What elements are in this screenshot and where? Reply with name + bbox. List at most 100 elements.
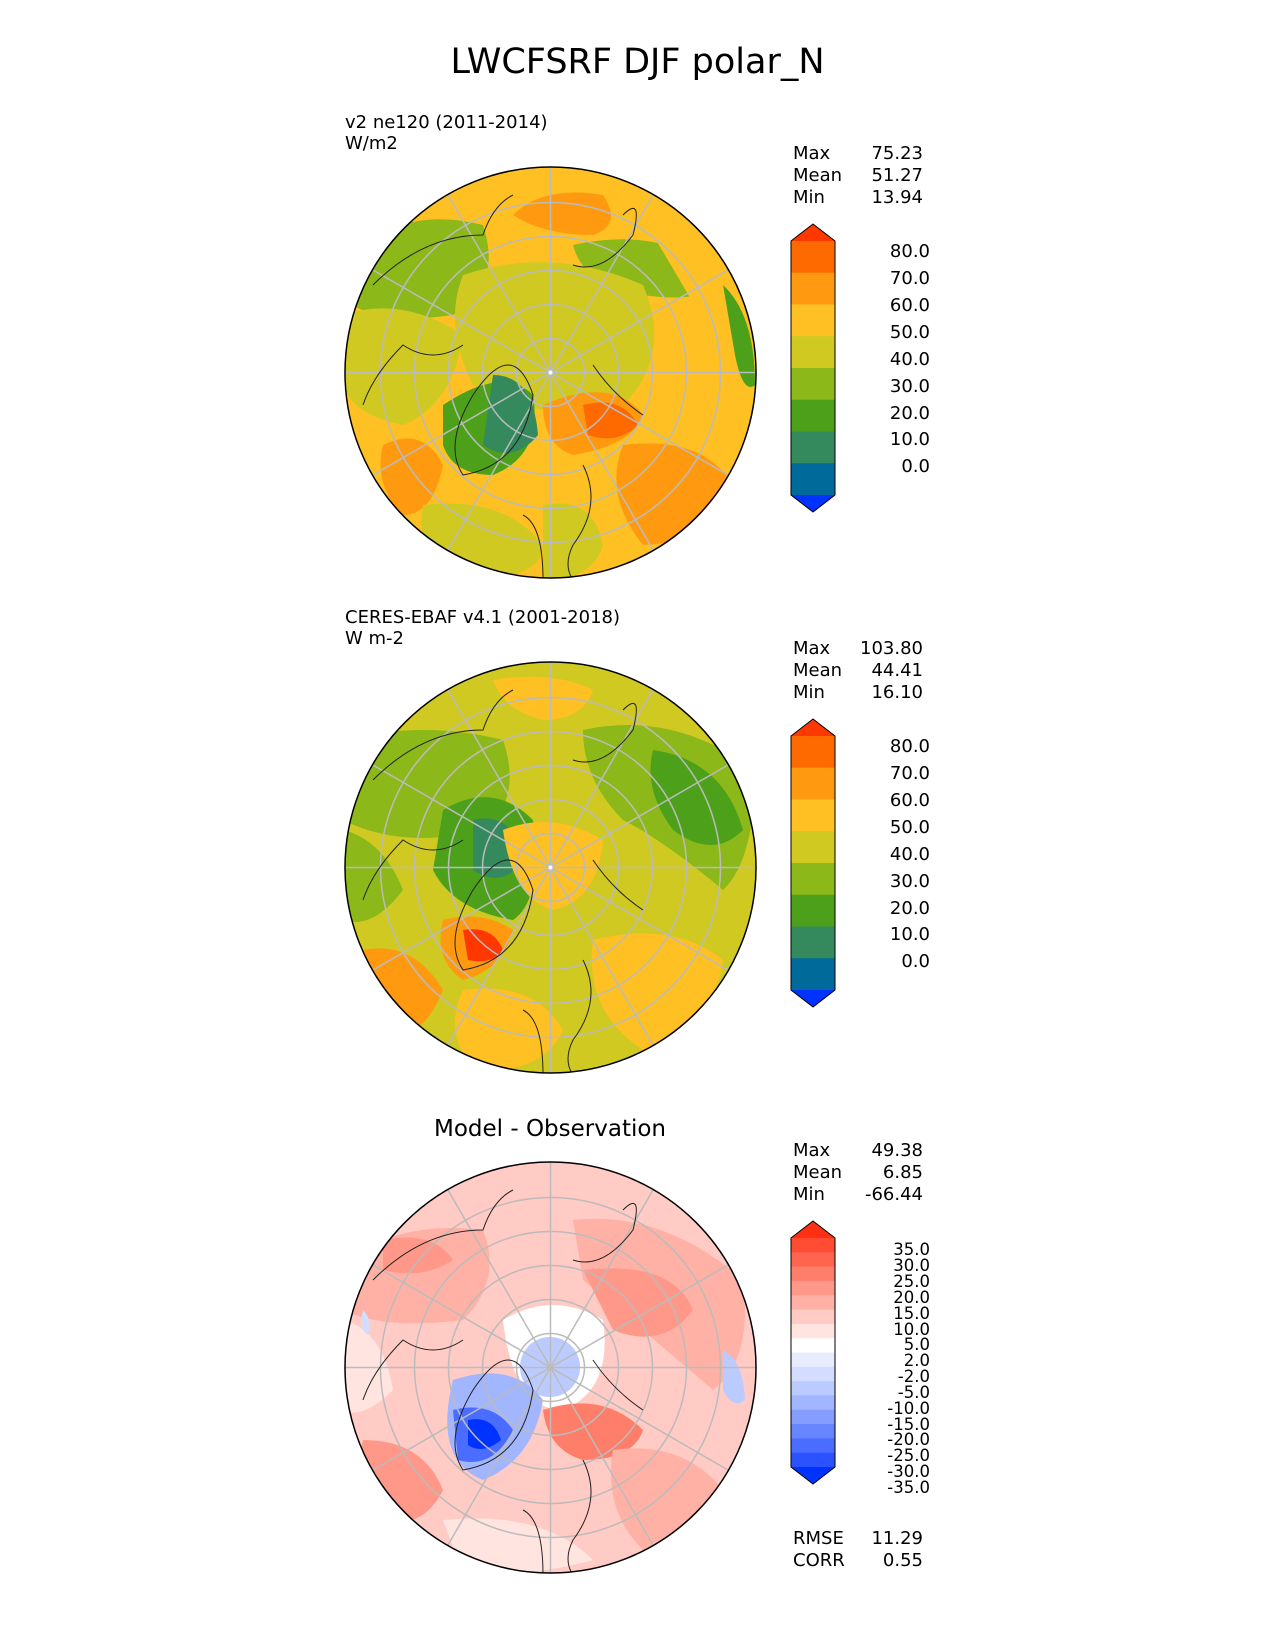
- tick: 20.0: [889, 403, 930, 424]
- colorbar-segment: [791, 1295, 835, 1311]
- panel-model-case: v2 ne120 (2011-2014): [345, 112, 548, 133]
- colorbar-segment: [791, 1366, 835, 1382]
- tick: 5.0: [903, 1335, 930, 1354]
- tick: 20.0: [893, 1288, 930, 1307]
- mean-value: 6.85: [882, 1162, 923, 1183]
- panel-obs: CERES-EBAF v4.1 (2001-2018) W m-2 Max 103…: [0, 603, 1275, 1093]
- min-value: 16.10: [871, 682, 923, 703]
- tick: 0.0: [901, 951, 930, 972]
- rmse-label: RMSE: [793, 1528, 844, 1549]
- mean-label: Mean: [793, 660, 843, 681]
- min-value: -66.44: [864, 1184, 923, 1205]
- max-value: 103.80: [860, 638, 923, 659]
- tick: -15.0: [887, 1415, 930, 1434]
- panel-obs-case: CERES-EBAF v4.1 (2001-2018): [345, 607, 621, 628]
- panel-model-title: v2 ne120 (2011-2014) W/m2: [345, 112, 548, 154]
- max-label: Max: [793, 1140, 831, 1161]
- min-label: Min: [793, 187, 825, 208]
- panel-model: v2 ne120 (2011-2014) W/m2 Max 75.23 Mean 5…: [0, 108, 1275, 598]
- min-label: Min: [793, 682, 825, 703]
- colorbar-segment: [791, 1381, 835, 1396]
- panel-diff-title: Model - Observation: [433, 1116, 667, 1142]
- colorbar-extend-min: [791, 495, 835, 512]
- tick: -25.0: [887, 1446, 930, 1465]
- colorbar-segment: [791, 1323, 835, 1339]
- colorbar-segment: [791, 368, 835, 401]
- colorbar-segment: [791, 399, 835, 432]
- colorbar-outline: [790, 1220, 836, 1485]
- tick: 20.0: [889, 898, 930, 919]
- colorbar-outline: [790, 718, 836, 1008]
- colorbar-segment: [791, 431, 835, 464]
- panel-obs-stats: Max 103.80 Mean 44.41 Min 16.10: [793, 638, 923, 704]
- colorbar-segment: [791, 799, 835, 832]
- mean-label: Mean: [793, 1162, 843, 1183]
- colorbar-obs: [790, 718, 836, 1008]
- colorbar-segment: [791, 767, 835, 800]
- colorbar-segment: [791, 241, 835, 274]
- colorbar-diff-ticks: 35.0 30.0 25.0 20.0 15.0 10.0 5.0 2.0 -2…: [840, 1220, 930, 1496]
- mean-value: 44.41: [871, 660, 923, 681]
- polar-map-model: [344, 166, 757, 579]
- colorbar-diff: [790, 1220, 836, 1485]
- corr-label: CORR: [793, 1550, 845, 1571]
- colorbar-segment: [791, 463, 835, 496]
- polar-map-obs: [344, 661, 757, 1074]
- tick: 60.0: [889, 790, 930, 811]
- colorbar-segment: [791, 1238, 835, 1253]
- colorbar-segment: [791, 1266, 835, 1282]
- tick: 80.0: [889, 241, 930, 262]
- mean-label: Mean: [793, 165, 843, 186]
- tick: -20.0: [887, 1430, 930, 1449]
- colorbar-segment: [791, 736, 835, 769]
- max-value: 49.38: [871, 1140, 923, 1161]
- tick: 15.0: [893, 1304, 930, 1323]
- polar-map-diff: [344, 1161, 757, 1574]
- tick: -30.0: [887, 1462, 930, 1481]
- colorbar-segment: [791, 1352, 835, 1368]
- colorbar-segment: [791, 1338, 835, 1353]
- corr-value: 0.55: [882, 1550, 923, 1571]
- tick: 30.0: [893, 1256, 930, 1275]
- panel-model-stats: Max 75.23 Mean 51.27 Min 13.94: [793, 143, 923, 209]
- tick: 60.0: [889, 295, 930, 316]
- min-label: Min: [793, 1184, 825, 1205]
- colorbar-segment: [791, 1309, 835, 1325]
- colorbar-segment: [791, 1452, 835, 1468]
- colorbar-segment: [791, 831, 835, 864]
- colorbar-segment: [791, 304, 835, 337]
- panel-obs-units: W m-2: [345, 628, 405, 649]
- colorbar-segment: [791, 958, 835, 991]
- colorbar-segment: [791, 1409, 835, 1425]
- colorbar-segment: [791, 863, 835, 896]
- tick: 40.0: [889, 844, 930, 865]
- colorbar-extend-max: [791, 224, 835, 241]
- colorbar-extend-min: [791, 990, 835, 1007]
- panel-diff: Model - Observation Max 49.38 Mean 6.85 Mi…: [0, 1116, 1275, 1640]
- colorbar-obs-ticks: 80.0 70.0 60.0 50.0 40.0 30.0 20.0 10.0 …: [840, 718, 930, 1008]
- colorbar-extend-max: [791, 1221, 835, 1238]
- colorbar-extend-min: [791, 1467, 835, 1484]
- panel-diff-metrics: RMSE 11.29 CORR 0.55: [793, 1528, 923, 1572]
- tick: 30.0: [889, 376, 930, 397]
- panel-diff-stats: Max 49.38 Mean 6.85 Min -66.44: [793, 1140, 923, 1206]
- tick: 10.0: [889, 924, 930, 945]
- mean-value: 51.27: [871, 165, 923, 186]
- colorbar-segment: [791, 272, 835, 305]
- tick: 50.0: [889, 817, 930, 838]
- tick: -5.0: [897, 1383, 930, 1402]
- tick: 0.0: [901, 456, 930, 477]
- tick: 80.0: [889, 736, 930, 757]
- tick: 10.0: [889, 429, 930, 450]
- tick: 50.0: [889, 322, 930, 343]
- tick: 30.0: [889, 871, 930, 892]
- tick: 35.0: [893, 1240, 930, 1259]
- tick: 40.0: [889, 349, 930, 370]
- colorbar-model-ticks: 80.0 70.0 60.0 50.0 40.0 30.0 20.0 10.0 …: [840, 223, 930, 513]
- colorbar-segment: [791, 1438, 835, 1454]
- tick: 2.0: [903, 1351, 930, 1370]
- colorbar-segment: [791, 1252, 835, 1268]
- colorbar-segment: [791, 1395, 835, 1411]
- colorbar-segment: [791, 926, 835, 959]
- colorbar-segment: [791, 894, 835, 927]
